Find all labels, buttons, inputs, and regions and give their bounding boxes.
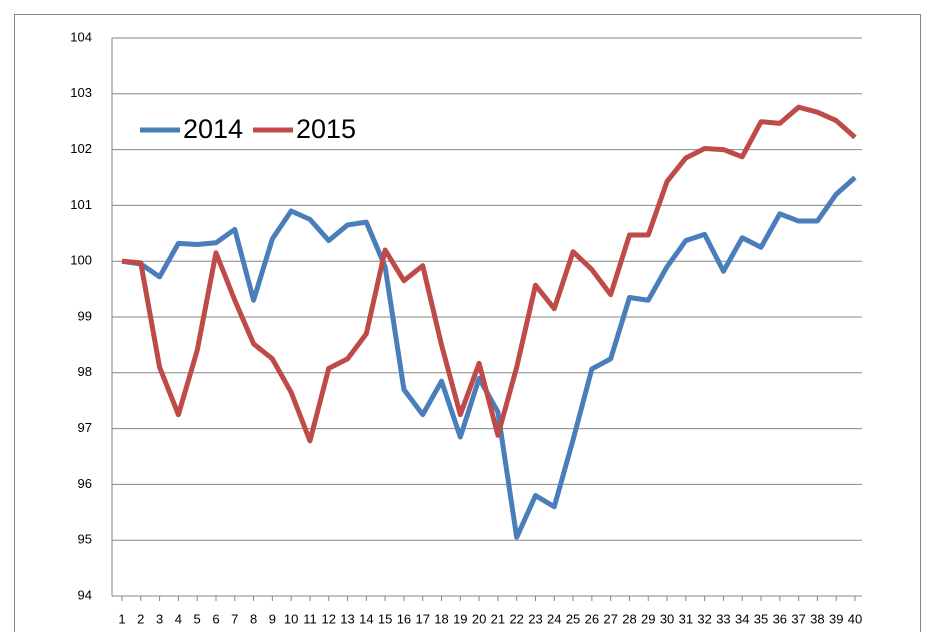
y-tick-label: 97 [78,420,92,435]
x-tick-label: 28 [622,611,636,626]
legend-label: 2015 [296,114,356,144]
x-tick-label: 3 [156,611,163,626]
y-tick-label: 103 [70,85,92,100]
x-tick-label: 6 [212,611,219,626]
x-tick-label: 24 [547,611,561,626]
x-tick-label: 25 [566,611,580,626]
y-tick-label: 101 [70,197,92,212]
y-tick-label: 95 [78,532,92,547]
x-tick-label: 31 [679,611,693,626]
x-tick-label: 12 [322,611,336,626]
x-tick-label: 2 [137,611,144,626]
y-tick-label: 104 [70,29,92,44]
x-tick-label: 20 [472,611,486,626]
series-line [121,104,857,444]
x-tick-label: 13 [340,611,354,626]
x-tick-label: 26 [585,611,599,626]
x-tick-label: 21 [491,611,505,626]
x-tick-label: 35 [754,611,768,626]
x-tick-label: 33 [716,611,730,626]
x-tick-label: 22 [509,611,523,626]
x-tick-label: 15 [378,611,392,626]
y-tick-label: 99 [78,308,92,323]
x-tick-label: 4 [175,611,182,626]
x-tick-label: 30 [660,611,674,626]
x-tick-label: 34 [735,611,749,626]
y-tick-label: 96 [78,476,92,491]
x-tick-label: 5 [194,611,201,626]
x-tick-label: 17 [415,611,429,626]
x-tick-label: 16 [397,611,411,626]
x-tick-label: 10 [284,611,298,626]
x-tick-label: 38 [810,611,824,626]
x-tick-label: 32 [697,611,711,626]
x-tick-label: 27 [603,611,617,626]
x-tick-label: 23 [528,611,542,626]
x-tick-label: 1 [118,611,125,626]
y-tick-label: 94 [78,587,92,602]
x-tick-label: 19 [453,611,467,626]
legend-label: 2014 [183,114,243,144]
x-tick-label: 37 [791,611,805,626]
x-tick-label: 14 [359,611,373,626]
x-tick-label: 7 [231,611,238,626]
x-tick-label: 9 [269,611,276,626]
x-tick-label: 39 [829,611,843,626]
x-tick-label: 36 [773,611,787,626]
x-tick-label: 8 [250,611,257,626]
y-tick-label: 100 [70,253,92,268]
y-tick-label: 102 [70,141,92,156]
y-tick-label: 98 [78,364,92,379]
chart-border [14,14,921,632]
x-tick-label: 18 [434,611,448,626]
x-tick-label: 40 [848,611,862,626]
x-tick-label: 11 [303,611,317,626]
x-tick-label: 29 [641,611,655,626]
